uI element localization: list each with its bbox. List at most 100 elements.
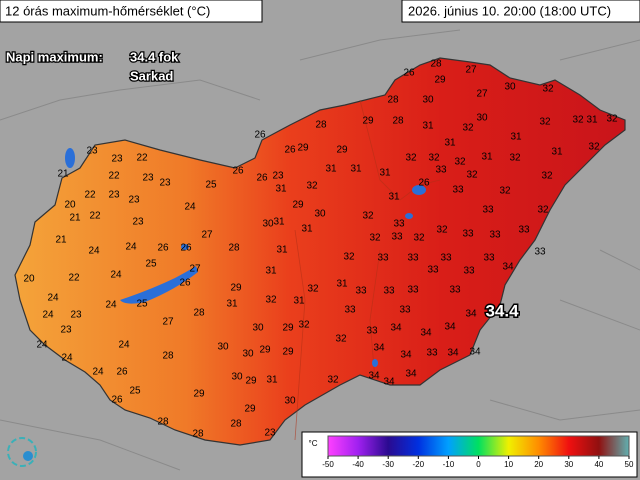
colorbar-tick-label: -30 [382, 460, 394, 469]
station-value: 27 [162, 317, 174, 328]
station-value: 33 [440, 253, 452, 264]
station-value: 32 [542, 84, 554, 95]
station-value: 29 [259, 345, 271, 356]
lake-ferto [65, 148, 75, 168]
station-value: 24 [118, 340, 130, 351]
station-value: 24 [42, 310, 54, 321]
station-value: 34 [405, 369, 417, 380]
date-box [401, 0, 640, 23]
station-value: 31 [379, 168, 391, 179]
station-value: 26 [232, 166, 244, 177]
station-value: 26 [111, 395, 123, 406]
lake [405, 213, 413, 219]
station-value: 24 [105, 300, 117, 311]
station-value: 23 [264, 428, 276, 439]
station-value: 23 [111, 154, 123, 165]
station-value: 32 [335, 334, 347, 345]
station-value: 33 [393, 219, 405, 230]
station-value: 33 [391, 232, 403, 243]
colorbar [327, 435, 630, 457]
station-value: 27 [201, 230, 213, 241]
station-value: 34 [400, 350, 412, 361]
station-value: 34 [469, 347, 481, 358]
station-value: 27 [476, 89, 488, 100]
colorbar-tick-label: -40 [352, 460, 364, 469]
station-value: 28 [193, 308, 205, 319]
station-value: 33 [344, 305, 356, 316]
station-value: 33 [366, 326, 378, 337]
station-value: 20 [64, 200, 76, 211]
station-value: 29 [193, 389, 205, 400]
station-value: 33 [426, 348, 438, 359]
station-value: 26 [256, 173, 268, 184]
station-value: 32 [428, 153, 440, 164]
station-value: 22 [84, 190, 96, 201]
station-value: 32 [499, 186, 511, 197]
station-value: 24 [36, 340, 48, 351]
station-value: 33 [377, 253, 389, 264]
colorbar-tick-label: -50 [322, 460, 334, 469]
station-value: 33 [407, 285, 419, 296]
lake-tisza [412, 185, 426, 195]
station-value: 29 [230, 283, 242, 294]
station-value: 24 [61, 353, 73, 364]
station-value: 25 [205, 180, 217, 191]
station-value: 31 [293, 296, 305, 307]
title: 12 órás maximum-hőmérséklet (°C) [5, 3, 210, 18]
station-value: 29 [434, 75, 446, 86]
title-box [0, 0, 263, 23]
station-value: 33 [435, 165, 447, 176]
station-value: 31 [325, 164, 337, 175]
station-value: 24 [184, 202, 196, 213]
colorbar-tick-label: 10 [504, 460, 513, 469]
station-value: 33 [483, 253, 495, 264]
station-value: 31 [510, 132, 522, 143]
station-value: 33 [489, 230, 501, 241]
station-value: 34 [368, 371, 380, 382]
station-value: 22 [68, 273, 80, 284]
station-value: 32 [454, 157, 466, 168]
station-value: 31 [444, 138, 456, 149]
station-value: 25 [129, 386, 141, 397]
station-value: 33 [355, 286, 367, 297]
station-value: 31 [481, 152, 493, 163]
station-value: 33 [482, 205, 494, 216]
station-value: 31 [551, 147, 563, 158]
station-value: 23 [70, 310, 82, 321]
station-value: 27 [189, 264, 201, 275]
summary-place: Sarkad [130, 68, 173, 83]
colorbar-tick-label: 30 [564, 460, 573, 469]
station-value: 24 [47, 293, 59, 304]
station-value: 28 [392, 116, 404, 127]
datetime: 2026. június 10. 20:00 (18:00 UTC) [408, 3, 611, 18]
station-value: 22 [136, 153, 148, 164]
station-value: 26 [116, 367, 128, 378]
station-value: 32 [541, 171, 553, 182]
station-value: 28 [315, 120, 327, 131]
station-value: 32 [588, 142, 600, 153]
summary-label: Napi maximum: [6, 49, 103, 64]
station-value: 32 [509, 153, 521, 164]
station-value: 21 [55, 235, 67, 246]
station-value: 26 [418, 178, 430, 189]
station-value: 30 [242, 349, 254, 360]
station-value: 32 [537, 205, 549, 216]
station-value: 32 [606, 114, 618, 125]
station-value: 32 [369, 233, 381, 244]
colorbar-tick-label: 20 [534, 460, 543, 469]
colorbar-tick-label: 40 [594, 460, 603, 469]
station-value: 27 [465, 65, 477, 76]
station-value: 33 [518, 225, 530, 236]
max-marker: 34.4 [485, 301, 519, 320]
station-value: 29 [282, 347, 294, 358]
station-value: 23 [132, 217, 144, 228]
station-value: 30 [252, 323, 264, 334]
station-value: 31 [226, 299, 238, 310]
station-value: 26 [157, 243, 169, 254]
station-value: 32 [265, 295, 277, 306]
station-value: 22 [108, 171, 120, 182]
station-value: 31 [275, 184, 287, 195]
station-value: 30 [504, 82, 516, 93]
station-value: 32 [327, 375, 339, 386]
